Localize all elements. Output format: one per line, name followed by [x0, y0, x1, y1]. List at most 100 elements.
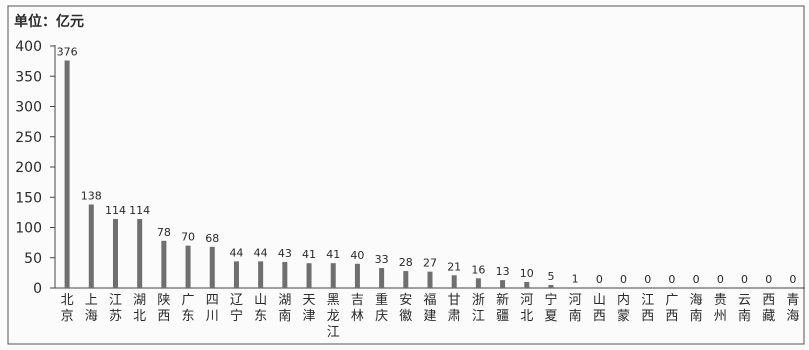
- value-label: 78: [157, 226, 171, 239]
- y-tick-label: 0: [33, 281, 42, 297]
- x-tick-label: 安徽: [399, 293, 412, 324]
- bar: [65, 61, 70, 288]
- bar: [452, 275, 457, 288]
- x-tick-label: 湖南: [278, 293, 291, 324]
- unit-label: 单位：亿元: [14, 13, 84, 30]
- bar: [258, 261, 263, 288]
- y-tick-label: 300: [15, 100, 42, 116]
- value-label: 13: [496, 265, 510, 278]
- y-tick-label: 200: [15, 160, 42, 176]
- bar: [500, 280, 505, 288]
- value-label: 376: [57, 46, 78, 59]
- bar: [89, 205, 94, 288]
- x-tick-label: 云南: [738, 293, 751, 324]
- bar: [428, 272, 433, 288]
- value-label: 0: [596, 273, 603, 286]
- bars: [65, 61, 578, 288]
- x-tick-label: 河北: [520, 293, 533, 324]
- x-tick-label: 青海: [786, 293, 799, 324]
- bar: [282, 262, 287, 288]
- value-label: 0: [620, 273, 627, 286]
- bar: [573, 287, 578, 288]
- y-axis-ticks: 0 50 100 150 200 250 300 350 400: [15, 39, 55, 297]
- value-label: 21: [447, 260, 461, 273]
- x-tick-label: 山东: [254, 293, 267, 324]
- bar: [137, 219, 142, 288]
- value-label: 33: [375, 253, 389, 266]
- value-label: 41: [326, 248, 340, 261]
- value-label: 0: [765, 273, 772, 286]
- value-label: 68: [205, 232, 219, 245]
- x-tick-label: 江西: [641, 293, 654, 324]
- x-tick-label: 内蒙: [617, 292, 630, 324]
- x-axis-labels: 北京上海江苏湖北陕西广东四川辽宁山东湖南天津黑龙江吉林重庆安徽福建甘肃浙江新疆河…: [61, 292, 800, 340]
- x-tick-label: 广西: [665, 293, 678, 324]
- x-tick-label: 新疆: [496, 292, 509, 324]
- x-tick-label: 西藏: [762, 293, 775, 324]
- bar: [379, 268, 384, 288]
- bar: [403, 271, 408, 288]
- bar: [210, 247, 215, 288]
- bar: [476, 278, 481, 288]
- x-tick-label: 河南: [569, 293, 582, 324]
- x-tick-label: 山西: [593, 293, 606, 324]
- x-tick-label: 甘肃: [448, 293, 461, 324]
- value-label: 28: [399, 256, 413, 269]
- y-tick-label: 50: [24, 251, 42, 267]
- value-label: 1: [572, 272, 579, 285]
- x-tick-label: 海南: [690, 293, 703, 324]
- bar: [331, 263, 336, 288]
- value-label: 16: [471, 263, 485, 276]
- value-label: 40: [350, 249, 364, 262]
- bar: [113, 219, 118, 288]
- value-label: 0: [644, 273, 651, 286]
- value-label: 44: [254, 246, 268, 259]
- bar: [524, 282, 529, 288]
- x-tick-label: 宁夏: [544, 292, 557, 324]
- value-label: 0: [668, 273, 675, 286]
- value-label: 0: [741, 273, 748, 286]
- value-label: 10: [520, 267, 534, 280]
- bar: [234, 261, 239, 288]
- x-tick-label: 江苏: [109, 293, 122, 324]
- bar: [355, 264, 360, 288]
- x-tick-label: 上海: [85, 293, 98, 324]
- x-tick-label: 吉林: [351, 293, 364, 324]
- value-label: 43: [278, 247, 292, 260]
- bar: [548, 285, 553, 288]
- x-tick-label: 黑龙江: [327, 293, 340, 340]
- x-tick-label: 广东: [182, 293, 195, 324]
- x-tick-label: 福建: [423, 293, 436, 324]
- y-tick-label: 100: [15, 221, 42, 237]
- value-label: 70: [181, 231, 195, 244]
- y-tick-label: 350: [15, 69, 42, 85]
- x-tick-label: 四川: [206, 293, 219, 324]
- value-label: 138: [81, 190, 102, 203]
- value-label: 0: [717, 273, 724, 286]
- value-label: 114: [129, 204, 150, 217]
- value-label: 41: [302, 248, 316, 261]
- value-label: 5: [547, 270, 554, 283]
- value-label: 114: [105, 204, 126, 217]
- x-tick-label: 天津: [303, 293, 316, 324]
- x-tick-label: 湖北: [133, 293, 146, 324]
- y-tick-label: 150: [15, 190, 42, 206]
- x-tick-label: 辽宁: [230, 293, 243, 324]
- value-label: 44: [229, 246, 243, 259]
- x-tick-label: 贵州: [714, 293, 727, 324]
- x-tick-label: 北京: [61, 293, 74, 324]
- x-tick-label: 浙江: [472, 293, 485, 324]
- y-tick-label: 400: [15, 39, 42, 55]
- y-tick-label: 250: [15, 130, 42, 146]
- x-tick-label: 陕西: [157, 293, 170, 324]
- value-label: 27: [423, 257, 437, 270]
- bar: [186, 246, 191, 288]
- value-label: 0: [693, 273, 700, 286]
- bar: [307, 263, 312, 288]
- bar: [161, 241, 166, 288]
- value-label: 0: [789, 273, 796, 286]
- x-tick-label: 重庆: [375, 292, 388, 324]
